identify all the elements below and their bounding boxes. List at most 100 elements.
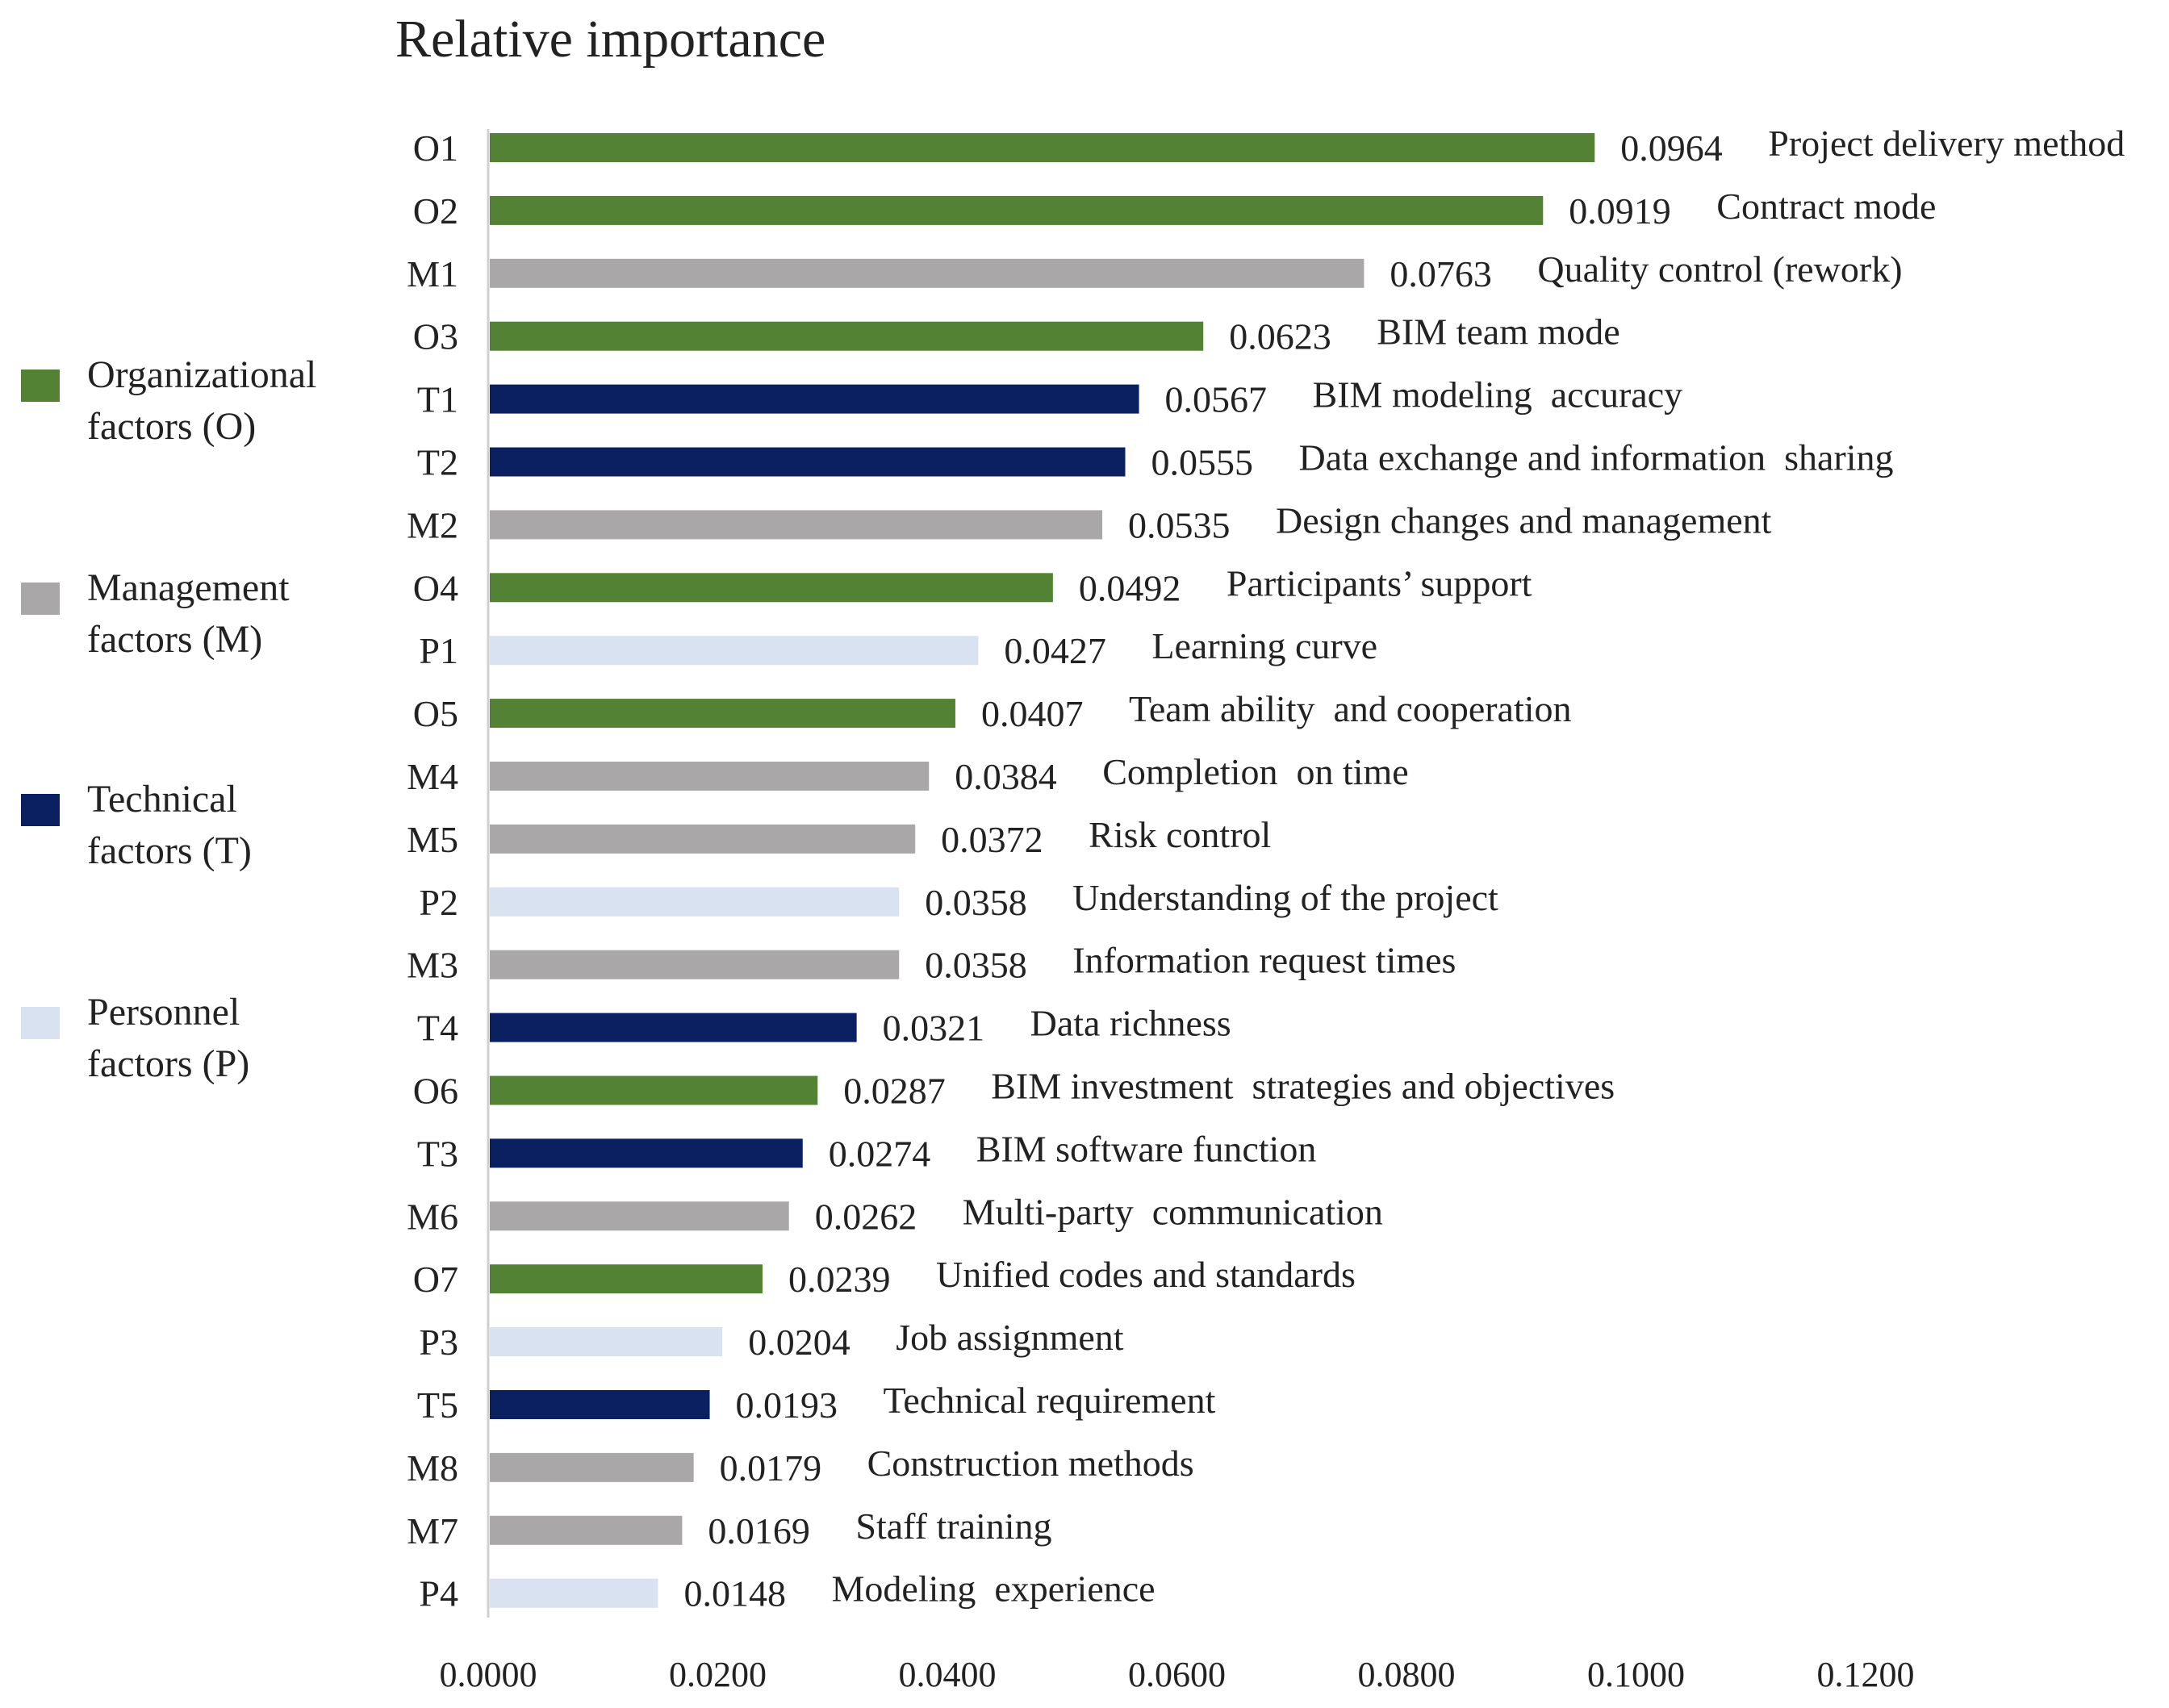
bars-group: O1 0.0964 Project delivery method O2 0.0919 C… [407,123,2125,1614]
factor-name-m2: Design changes and management [1276,499,1772,541]
factor-name-o6: BIM investment strategies and objectives [991,1066,1615,1107]
factor-name-t5: Technical requirement [884,1380,1216,1421]
value-label-o5: 0.0407 [981,693,1084,734]
factor-name-p4: Modeling experience [832,1568,1156,1610]
factor-name-m1: Quality control (rework) [1537,248,1902,290]
factor-name-t3: BIM software function [976,1128,1317,1169]
category-label-t5: T5 [417,1384,458,1426]
category-label-p3: P3 [419,1322,458,1363]
factor-name-m8: Construction methods [867,1443,1194,1484]
bar-m4 [490,762,930,791]
x-tick-label-6: 0.1200 [1817,1655,1915,1694]
bar-p4 [490,1578,658,1608]
value-label-m8: 0.0179 [720,1447,822,1489]
bar-o4 [490,573,1053,603]
factor-name-m4: Completion on time [1102,751,1408,792]
bar-o2 [490,195,1544,225]
value-label-m3: 0.0358 [925,945,1027,986]
category-label-p4: P4 [419,1573,458,1614]
bar-m5 [490,824,916,854]
value-label-t5: 0.0193 [736,1384,838,1426]
category-label-o3: O3 [413,316,458,357]
factor-name-o4: Participants’ support [1227,562,1532,603]
category-label-t3: T3 [417,1133,458,1174]
factor-name-o3: BIM team mode [1377,311,1620,353]
category-label-o7: O7 [413,1259,458,1300]
value-label-m1: 0.0763 [1390,253,1492,294]
legend-label-t-line1: Technical [87,778,237,821]
value-label-t3: 0.0274 [829,1133,931,1174]
bar-o7 [490,1264,763,1294]
factor-name-m7: Staff training [855,1505,1051,1547]
bar-m8 [490,1452,694,1482]
value-label-t1: 0.0567 [1165,379,1268,420]
category-label-o4: O4 [413,567,458,608]
category-label-t1: T1 [417,379,458,420]
category-label-m3: M3 [407,945,458,986]
factor-name-o1: Project delivery method [1768,123,2125,164]
legend-swatch-o [21,370,60,402]
category-label-o6: O6 [413,1071,458,1112]
category-label-o2: O2 [413,190,458,232]
bar-p2 [490,887,900,917]
factor-name-t4: Data richness [1030,1003,1231,1044]
bar-t2 [490,447,1126,477]
legend-label-p-line1: Personnel [87,991,240,1034]
value-label-m4: 0.0384 [955,756,1057,797]
category-label-m1: M1 [407,253,458,294]
legend-label-m-line1: Management [87,566,290,609]
bar-m7 [490,1515,683,1545]
category-label-m2: M2 [407,504,458,545]
value-label-o3: 0.0623 [1229,316,1331,357]
value-label-p3: 0.0204 [748,1322,850,1363]
bar-m6 [490,1201,789,1231]
factor-name-p1: Learning curve [1151,625,1377,666]
category-label-o5: O5 [413,693,458,734]
category-label-m8: M8 [407,1447,458,1489]
bar-m2 [490,510,1103,540]
bar-p1 [490,636,979,666]
factor-name-t1: BIM modeling accuracy [1313,374,1683,416]
bar-p3 [490,1327,723,1357]
bar-t5 [490,1390,710,1419]
factor-name-o5: Team ability and cooperation [1129,688,1572,729]
category-label-t4: T4 [417,1008,458,1049]
value-label-m2: 0.0535 [1128,504,1231,545]
x-tick-label-5: 0.1000 [1587,1655,1685,1694]
legend-label-m-line2: factors (M) [87,618,262,661]
factor-name-m6: Multi-party communication [963,1191,1383,1232]
bar-m3 [490,950,900,979]
value-label-t2: 0.0555 [1151,442,1253,483]
value-label-o4: 0.0492 [1079,567,1181,608]
bar-o5 [490,699,955,729]
value-label-p2: 0.0358 [925,882,1027,923]
category-label-m7: M7 [407,1510,458,1551]
legend-label-p-line2: factors (P) [87,1042,249,1085]
x-tick-label-1: 0.0200 [669,1655,767,1694]
legend-swatch-m [21,583,60,615]
x-tick-label-0: 0.0000 [440,1655,537,1694]
factor-name-o7: Unified codes and standards [936,1254,1356,1295]
factor-name-m5: Risk control [1089,814,1271,855]
value-label-m5: 0.0372 [941,819,1043,860]
value-label-o7: 0.0239 [788,1259,891,1300]
x-axis-ticks: 0.0000 0.0200 0.0400 0.0600 0.0800 0.1000 0.12… [440,1655,1915,1694]
x-tick-label-2: 0.0400 [899,1655,997,1694]
bar-t4 [490,1013,857,1042]
legend-swatch-t [21,794,60,826]
value-label-p4: 0.0148 [684,1573,787,1614]
bar-t1 [490,384,1139,414]
category-label-m5: M5 [407,819,458,860]
legend-label-t-line2: factors (T) [87,829,252,872]
value-label-m6: 0.0262 [815,1196,917,1237]
chart-title: Relative importance [395,10,825,69]
bar-o1 [490,133,1595,162]
x-tick-label-4: 0.0800 [1358,1655,1456,1694]
value-label-o1: 0.0964 [1620,127,1723,169]
value-label-m7: 0.0169 [708,1510,810,1551]
category-label-p2: P2 [419,882,458,923]
value-label-o2: 0.0919 [1569,190,1670,232]
category-label-p1: P1 [419,630,458,671]
legend-label-o-line2: factors (O) [87,405,256,448]
